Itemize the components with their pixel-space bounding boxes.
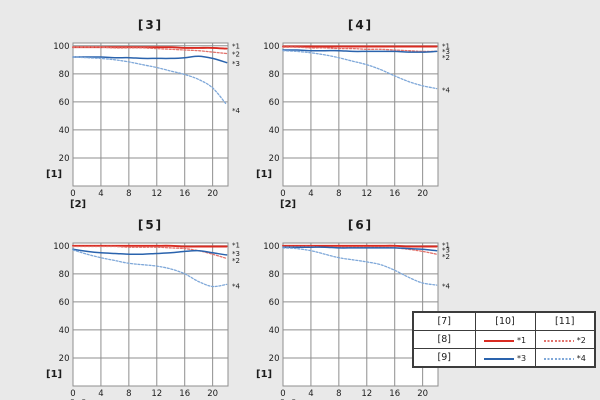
svg-text:4: 4	[98, 389, 103, 399]
svg-text:60: 60	[269, 298, 280, 308]
svg-text:16: 16	[179, 189, 190, 199]
legend-label-s3: *3	[516, 354, 527, 364]
y-axis-label: [1]	[46, 369, 63, 380]
chart-5-plot: 20 40 60 80 100 0 4 8 12 16 20 *1*3*2 *4	[53, 242, 241, 399]
svg-text:0: 0	[280, 389, 285, 399]
svg-text:12: 12	[151, 389, 162, 399]
legend-row-red-name: [8]	[412, 330, 476, 349]
chart-6-plot: 20 40 60 80 100 0 4 8 12 16 20 *1*3*2 *4	[263, 242, 451, 399]
legend-table: [7] [10] [11] [8] *1 *2 [9]	[412, 311, 596, 368]
red-solid-line-icon	[483, 339, 514, 342]
svg-text:8: 8	[126, 189, 131, 199]
svg-text:8: 8	[336, 189, 341, 199]
legend-label-s1: *1	[516, 336, 527, 346]
svg-text:*1: *1	[232, 242, 240, 250]
y-axis-label: [1]	[256, 369, 273, 380]
svg-text:20: 20	[207, 389, 218, 399]
svg-text:40: 40	[59, 126, 70, 136]
svg-text:20: 20	[269, 154, 280, 164]
svg-text:40: 40	[269, 126, 280, 136]
y-axis-label: [1]	[256, 169, 273, 180]
svg-text:100: 100	[263, 42, 279, 52]
svg-text:*4: *4	[442, 282, 451, 290]
svg-text:*3: *3	[442, 48, 450, 56]
svg-text:20: 20	[59, 354, 70, 364]
svg-text:80: 80	[59, 270, 70, 280]
chart-4: [4] 20 40 60 80 100 0 4 8 12 16 20 *1 *3 *2 *4 [1] [2]	[250, 16, 460, 216]
svg-text:*2: *2	[232, 51, 240, 59]
svg-text:4: 4	[98, 189, 103, 199]
svg-text:0: 0	[280, 189, 285, 199]
svg-text:60: 60	[269, 98, 280, 108]
svg-text:*4: *4	[232, 107, 241, 115]
svg-text:80: 80	[269, 270, 280, 280]
svg-text:4: 4	[308, 389, 313, 399]
blue-dotted-line-icon	[543, 357, 574, 360]
y-axis-label: [1]	[46, 169, 63, 180]
svg-text:16: 16	[179, 389, 190, 399]
svg-text:60: 60	[59, 298, 70, 308]
svg-text:*1: *1	[442, 242, 450, 250]
chart-3-plot: 20 40 60 80 100 0 4 8 12 16 20 *1*2*3 *4	[53, 42, 241, 199]
x-axis-label: [2]	[280, 199, 297, 210]
legend-row-blue-name: [9]	[412, 348, 476, 368]
svg-text:*3: *3	[232, 250, 240, 258]
legend-label-s4: *4	[576, 354, 586, 364]
chart-3-title: [3]	[137, 18, 164, 32]
svg-text:*2: *2	[232, 257, 240, 265]
chart-4-title: [4]	[347, 18, 374, 32]
svg-text:*4: *4	[442, 86, 451, 94]
svg-text:4: 4	[308, 189, 313, 199]
svg-text:60: 60	[59, 98, 70, 108]
svg-text:*2: *2	[442, 54, 450, 62]
svg-text:12: 12	[151, 189, 162, 199]
legend-header-2: [10]	[474, 311, 536, 331]
legend-header-row: [7] [10] [11]	[412, 311, 596, 331]
svg-text:*3: *3	[442, 247, 450, 255]
blue-solid-line-icon	[483, 357, 514, 360]
legend-header-3: [11]	[534, 311, 596, 331]
svg-text:*1: *1	[232, 42, 240, 50]
legend-label-s2: *2	[576, 336, 586, 346]
legend-row-blue: [9] *3 *4	[412, 348, 596, 368]
svg-text:100: 100	[53, 42, 69, 52]
chart-3: [3] 20 40 60 80 100 0 4 8 12 16 20 *1 *2 *3 *4 [1] [2]	[40, 16, 250, 216]
svg-text:100: 100	[263, 242, 279, 252]
legend-header-1: [7]	[412, 311, 476, 331]
svg-text:16: 16	[389, 389, 400, 399]
svg-text:40: 40	[59, 326, 70, 336]
svg-text:16: 16	[389, 189, 400, 199]
svg-text:20: 20	[417, 389, 428, 399]
svg-text:80: 80	[269, 70, 280, 80]
svg-text:12: 12	[361, 389, 372, 399]
svg-text:8: 8	[126, 389, 131, 399]
svg-text:100: 100	[53, 242, 69, 252]
chart-6-title: [6]	[347, 218, 374, 232]
svg-text:8: 8	[336, 389, 341, 399]
svg-text:20: 20	[207, 189, 218, 199]
svg-text:*1: *1	[442, 42, 450, 50]
svg-text:*2: *2	[442, 253, 450, 261]
legend-row-red: [8] *1 *2	[412, 330, 596, 349]
x-axis-label: [2]	[70, 199, 87, 210]
chart-5-title: [5]	[137, 218, 164, 232]
svg-text:80: 80	[59, 70, 70, 80]
svg-text:*4: *4	[232, 282, 241, 290]
svg-text:20: 20	[59, 154, 70, 164]
chart-4-plot: 20 40 60 80 100 0 4 8 12 16 20 *1*3*2 *4	[263, 42, 451, 199]
svg-text:*3: *3	[232, 60, 240, 68]
svg-text:12: 12	[361, 189, 372, 199]
svg-text:0: 0	[70, 389, 75, 399]
svg-text:20: 20	[417, 189, 428, 199]
svg-text:20: 20	[269, 354, 280, 364]
svg-text:40: 40	[269, 326, 280, 336]
svg-text:0: 0	[70, 189, 75, 199]
red-dotted-line-icon	[543, 339, 574, 342]
